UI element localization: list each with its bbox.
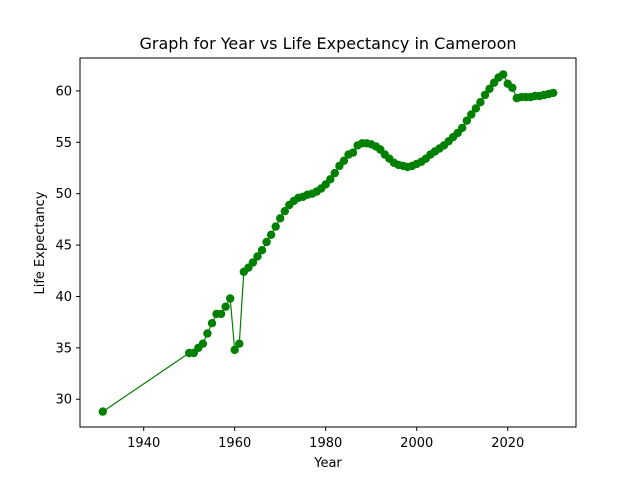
- data-point: [98, 407, 108, 416]
- data-point: [471, 104, 481, 113]
- data-point: [499, 70, 508, 79]
- data-point: [549, 88, 558, 98]
- chart-title: Graph for Year vs Life Expectancy in Cam…: [140, 34, 517, 53]
- data-point: [198, 339, 208, 348]
- data-point: [480, 90, 490, 100]
- y-tick-label: 60: [55, 84, 72, 99]
- data-point: [216, 309, 226, 319]
- plot-area: [79, 57, 577, 428]
- y-tick-label: 50: [55, 187, 72, 202]
- y-axis: 30 35 40 45 50 55 60: [55, 84, 80, 408]
- data-point: [485, 84, 494, 94]
- y-tick-label: 45: [55, 239, 72, 254]
- x-tick-label: 1940: [127, 436, 160, 451]
- data-point: [476, 98, 485, 107]
- data-point: [462, 116, 471, 125]
- data-point: [271, 222, 280, 231]
- x-axis-label: Year: [313, 456, 342, 471]
- data-point: [266, 230, 276, 239]
- x-tick-label: 2020: [491, 436, 524, 451]
- data-point: [276, 214, 285, 223]
- y-tick-label: 30: [55, 393, 72, 408]
- data-point: [326, 175, 335, 184]
- data-point: [339, 156, 349, 165]
- data-point: [262, 237, 271, 247]
- data-point: [467, 110, 476, 119]
- data-point: [348, 148, 358, 157]
- data-point: [330, 168, 339, 178]
- data-point: [458, 123, 467, 133]
- data-point: [226, 294, 235, 303]
- data-point: [508, 83, 517, 93]
- data-point: [221, 302, 230, 311]
- data-point: [280, 207, 289, 216]
- y-tick-label: 55: [55, 136, 72, 151]
- data-point: [203, 329, 212, 338]
- data-point: [248, 258, 258, 267]
- x-axis: 1940 1960 1980 2000 2020: [127, 427, 524, 451]
- data-point: [253, 252, 262, 261]
- data-point: [257, 246, 267, 255]
- plot-frame: [79, 57, 577, 428]
- y-tick-label: 40: [55, 290, 72, 305]
- x-tick-label: 1960: [218, 436, 251, 451]
- y-tick-label: 35: [55, 341, 72, 356]
- x-tick-label: 1980: [309, 436, 342, 451]
- y-axis-label: Life Expectancy: [33, 191, 48, 294]
- data-point: [207, 319, 217, 328]
- data-point: [230, 345, 239, 355]
- data-point: [235, 339, 244, 348]
- data-points: [98, 70, 558, 416]
- x-tick-label: 2000: [400, 436, 433, 451]
